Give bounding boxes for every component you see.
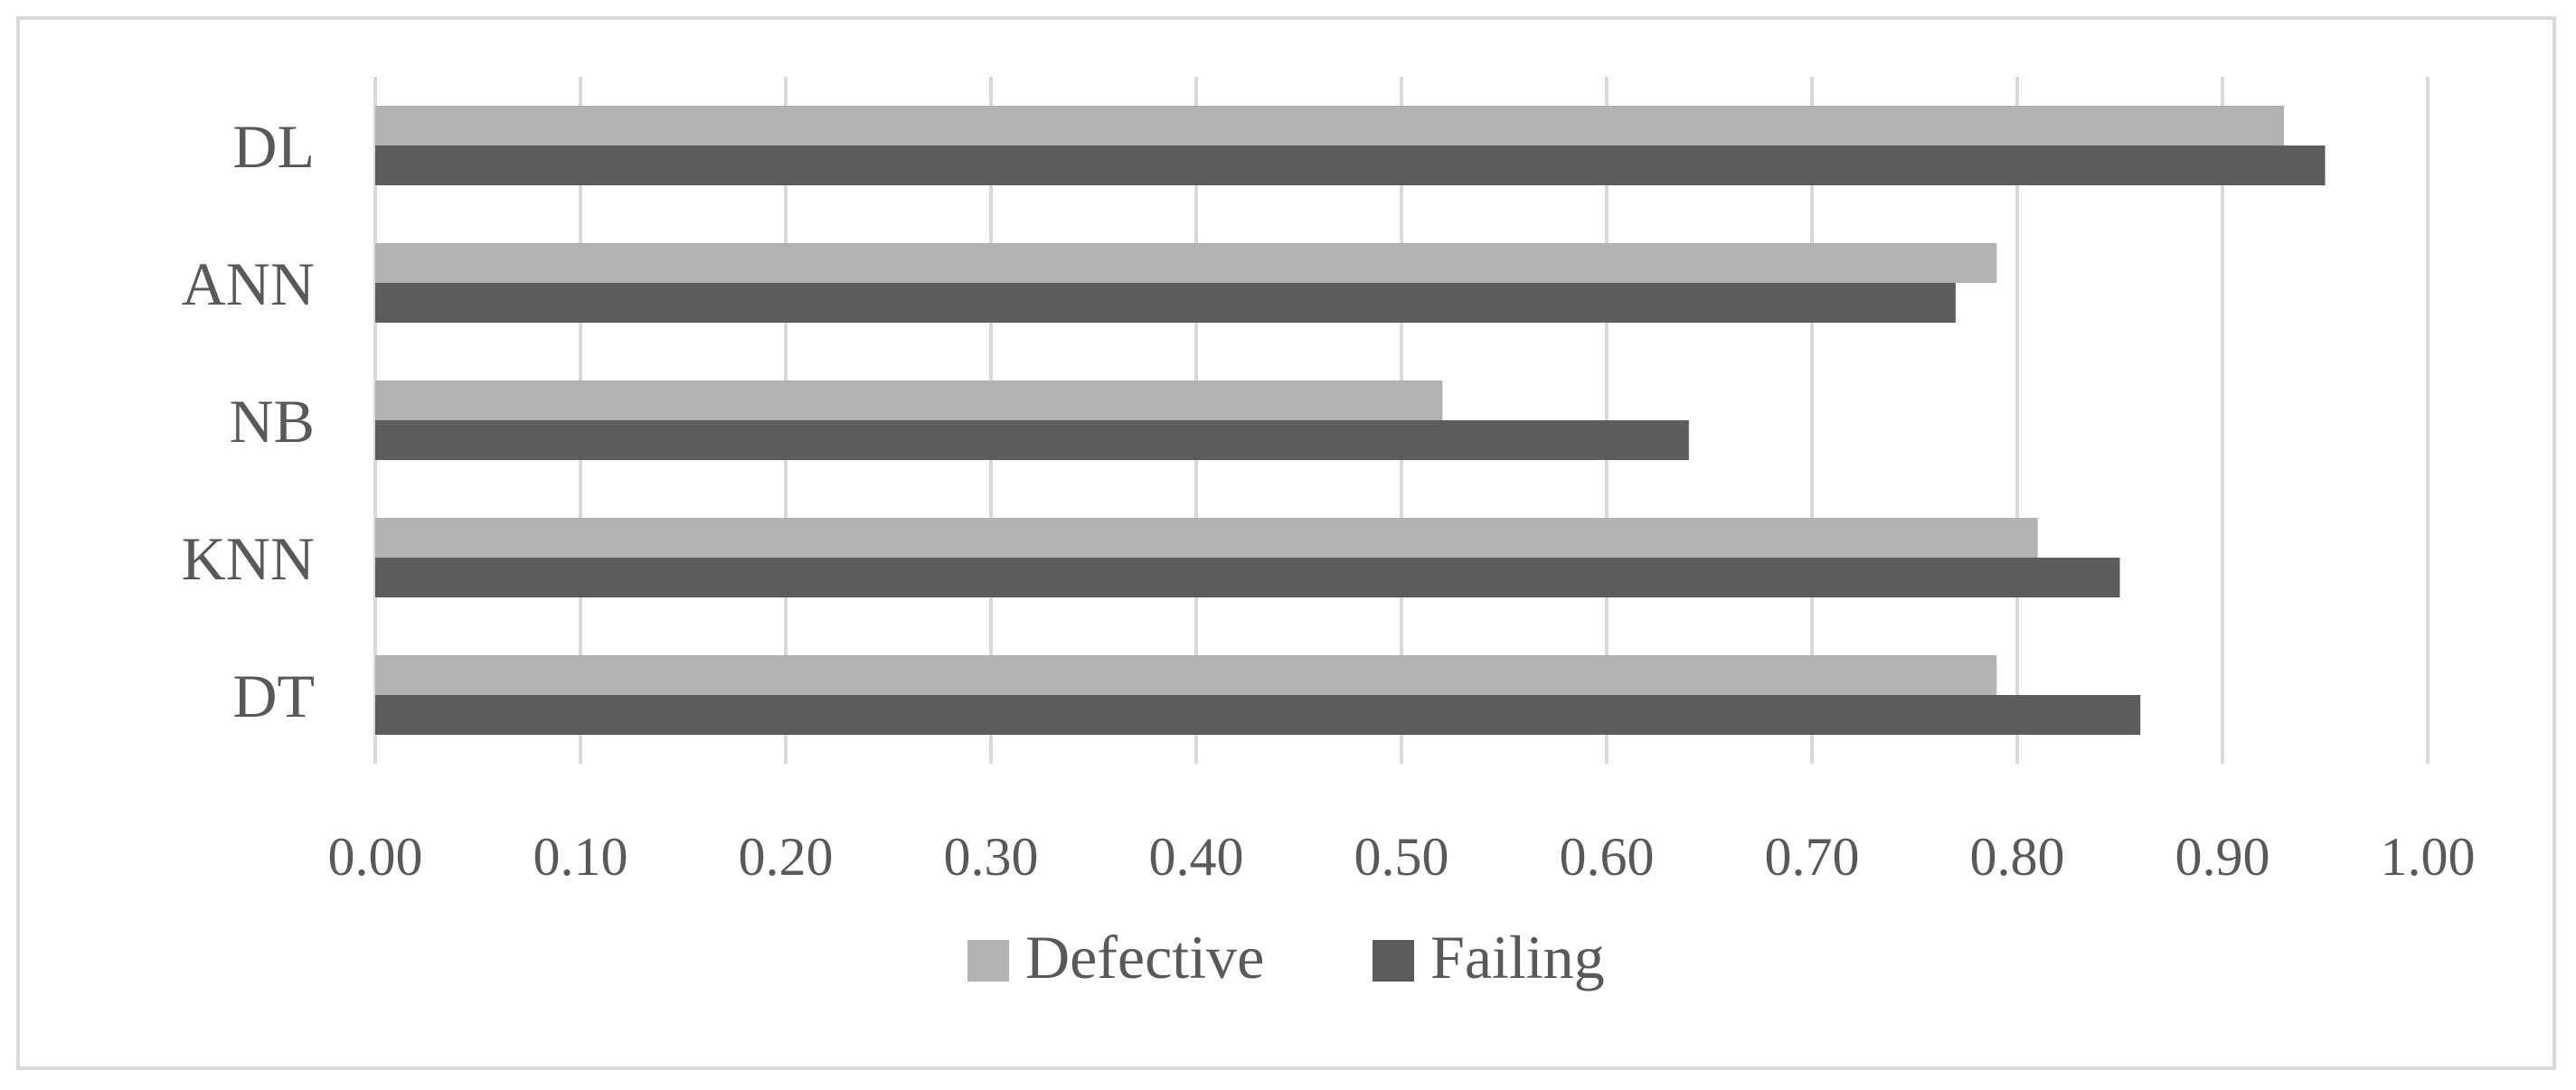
bar-knn-failing <box>375 558 2120 597</box>
x-tick-label: 0.40 <box>1149 827 1244 887</box>
category-label-dt: DT <box>232 662 315 730</box>
x-axis-tick-labels: 0.00 0.10 0.20 0.30 0.40 0.50 0.60 0.70 0.80 0.90… <box>328 827 2476 887</box>
x-tick-label: 1.00 <box>2381 827 2476 887</box>
bar-nb-defective <box>375 381 1443 420</box>
legend-swatch-failing <box>1373 940 1414 982</box>
bar-dt-failing <box>375 695 2141 735</box>
x-tick-label: 0.00 <box>328 827 423 887</box>
x-tick-label: 0.80 <box>1970 827 2065 887</box>
bar-dl-defective <box>375 106 2285 146</box>
legend-label-failing: Failing <box>1430 923 1605 991</box>
category-label-nb: NB <box>230 387 315 456</box>
category-labels: DL ANN NB KNN DT <box>182 112 315 730</box>
legend: Defective Failing <box>967 923 1605 991</box>
x-tick-label: 0.60 <box>1560 827 1655 887</box>
x-tick-label: 0.70 <box>1765 827 1860 887</box>
x-tick-label: 0.50 <box>1354 827 1449 887</box>
bar-dl-failing <box>375 146 2326 185</box>
bar-nb-failing <box>375 420 1689 460</box>
bar-knn-defective <box>375 518 2038 558</box>
x-tick-label: 0.10 <box>533 827 628 887</box>
category-label-ann: ANN <box>182 249 315 318</box>
grid-lines <box>373 77 2430 764</box>
bar-dt-defective <box>375 655 1997 695</box>
x-tick-label: 0.90 <box>2175 827 2270 887</box>
x-tick-label: 0.20 <box>739 827 834 887</box>
bar-ann-failing <box>375 283 1956 323</box>
bars <box>375 106 2326 735</box>
legend-swatch-defective <box>967 940 1009 982</box>
category-label-knn: KNN <box>182 524 315 593</box>
category-label-dl: DL <box>232 112 315 181</box>
bar-ann-defective <box>375 243 1997 283</box>
legend-label-defective: Defective <box>1025 923 1264 991</box>
x-tick-label: 0.30 <box>944 827 1039 887</box>
